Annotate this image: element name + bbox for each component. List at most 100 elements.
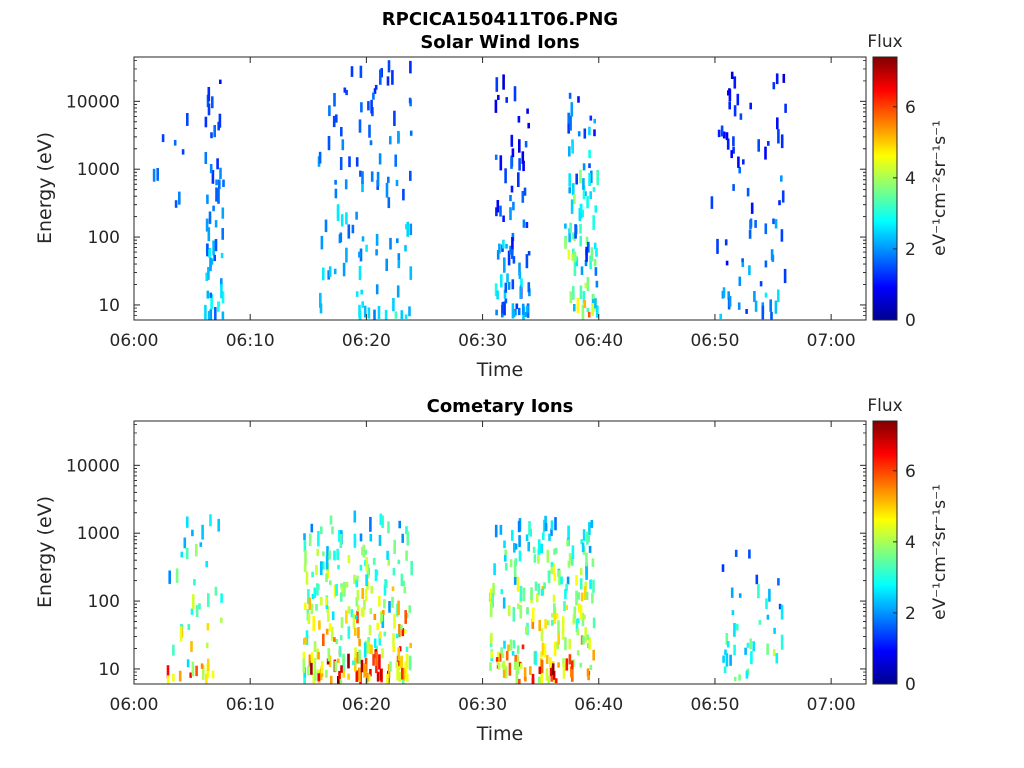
heatmap-cell — [726, 138, 730, 150]
heatmap-cell — [363, 305, 367, 318]
heatmap-cell — [584, 282, 588, 289]
x-tick-label: 06:00 — [110, 331, 159, 351]
heatmap-cell — [320, 561, 323, 575]
heatmap-cell — [520, 278, 523, 288]
heatmap-cell — [589, 191, 592, 199]
heatmap-cell — [503, 289, 507, 299]
heatmap-cell — [365, 574, 368, 587]
heatmap-cell — [318, 620, 321, 630]
heatmap-cell — [220, 617, 223, 623]
heatmap-cell — [588, 522, 591, 536]
heatmap-cell — [499, 205, 502, 217]
heatmap-cell — [207, 87, 211, 102]
heatmap-cell — [513, 86, 517, 102]
colorbar-ticks: 0 2 4 6 — [893, 98, 916, 331]
heatmap-cell — [738, 276, 742, 286]
heatmap-cell — [513, 576, 517, 585]
heatmap-cell — [367, 674, 371, 681]
heatmap-cell — [492, 582, 495, 596]
heatmap-cell — [342, 655, 345, 671]
heatmap-cell — [310, 652, 314, 663]
heatmap-cell — [531, 618, 535, 629]
heatmap-cell — [519, 663, 523, 669]
heatmap-cell — [569, 222, 572, 234]
heatmap-cell — [320, 596, 323, 606]
x-axis-label: Time — [476, 359, 524, 381]
heatmap-cell — [515, 670, 519, 684]
heatmap-cell — [190, 641, 193, 652]
heatmap-cell — [339, 157, 343, 170]
heatmap-cell — [355, 670, 359, 682]
heatmap-cell — [359, 533, 363, 542]
heatmap-cell — [397, 130, 400, 144]
y-tick-label: 10 — [98, 660, 120, 680]
heatmap-cell — [370, 171, 374, 182]
heatmap-cell — [733, 623, 736, 631]
heatmap-cell — [589, 579, 592, 589]
heatmap-cell — [392, 568, 396, 576]
heatmap-cell — [733, 676, 737, 682]
heatmap-cell — [379, 668, 383, 681]
heatmap-cell — [489, 662, 492, 671]
heatmap-cell — [313, 587, 317, 598]
heatmap-cell — [152, 168, 156, 182]
heatmap-cell — [569, 115, 572, 131]
heatmap-cell — [498, 243, 501, 254]
heatmap-cell — [403, 586, 407, 594]
heatmap-cell — [728, 296, 732, 307]
heatmap-cell — [547, 676, 550, 684]
heatmap-cell — [358, 310, 362, 320]
heatmap-cell — [503, 257, 506, 273]
heatmap-cell — [741, 261, 745, 267]
heatmap-cell — [382, 609, 385, 616]
heatmap-cell — [381, 648, 384, 659]
heatmap-cell — [334, 179, 337, 185]
heatmap-cell — [757, 139, 760, 152]
heatmap-cell — [375, 284, 379, 295]
heatmap-cell — [404, 314, 408, 319]
colorbar-tick-label: 0 — [905, 675, 916, 695]
heatmap-cell — [206, 290, 210, 299]
heatmap-cell — [341, 139, 345, 151]
heatmap-cell — [355, 157, 359, 167]
heatmap-cell — [303, 563, 307, 572]
heatmap-cell — [336, 204, 340, 220]
heatmap-cell — [214, 586, 218, 596]
colorbar-gradient — [872, 420, 898, 685]
heatmap-cell — [509, 195, 512, 202]
heatmap-cell — [329, 515, 333, 525]
heatmap-cell — [526, 305, 529, 313]
heatmap-cell — [567, 249, 571, 260]
heatmap-cell — [588, 637, 591, 650]
heatmap-cell — [326, 658, 330, 665]
heatmap-cell — [552, 563, 555, 575]
heatmap-cell — [202, 665, 205, 680]
heatmap-cell — [749, 638, 752, 650]
heatmap-cell — [363, 642, 367, 658]
heatmap-cell — [544, 619, 547, 629]
heatmap-cell — [496, 290, 499, 300]
heatmap-cell — [374, 569, 378, 581]
heatmap-cell — [780, 175, 783, 182]
y-tick-label: 1000 — [77, 160, 120, 180]
heatmap-cell — [340, 617, 344, 628]
heatmap-cell — [524, 676, 527, 682]
heatmap-cell — [326, 568, 329, 579]
heatmap-cell — [502, 669, 506, 678]
heatmap-cell — [207, 103, 211, 116]
heatmap-cell — [537, 539, 541, 555]
heatmap-cell — [409, 266, 413, 280]
heatmap-cell — [732, 146, 735, 154]
heatmap-cell — [404, 610, 407, 624]
heatmap-cell — [186, 516, 189, 528]
heatmap-cell — [749, 102, 752, 110]
heatmap-cell — [397, 559, 401, 565]
heatmap-cell — [409, 130, 413, 136]
heatmap-cell — [744, 647, 747, 655]
heatmap-cell — [589, 664, 593, 670]
heatmap-cell — [775, 73, 779, 85]
heatmap-cell — [358, 638, 361, 647]
heatmap-cell — [514, 309, 517, 316]
x-tick-label: 06:10 — [226, 331, 275, 351]
heatmap-cell — [575, 618, 579, 633]
